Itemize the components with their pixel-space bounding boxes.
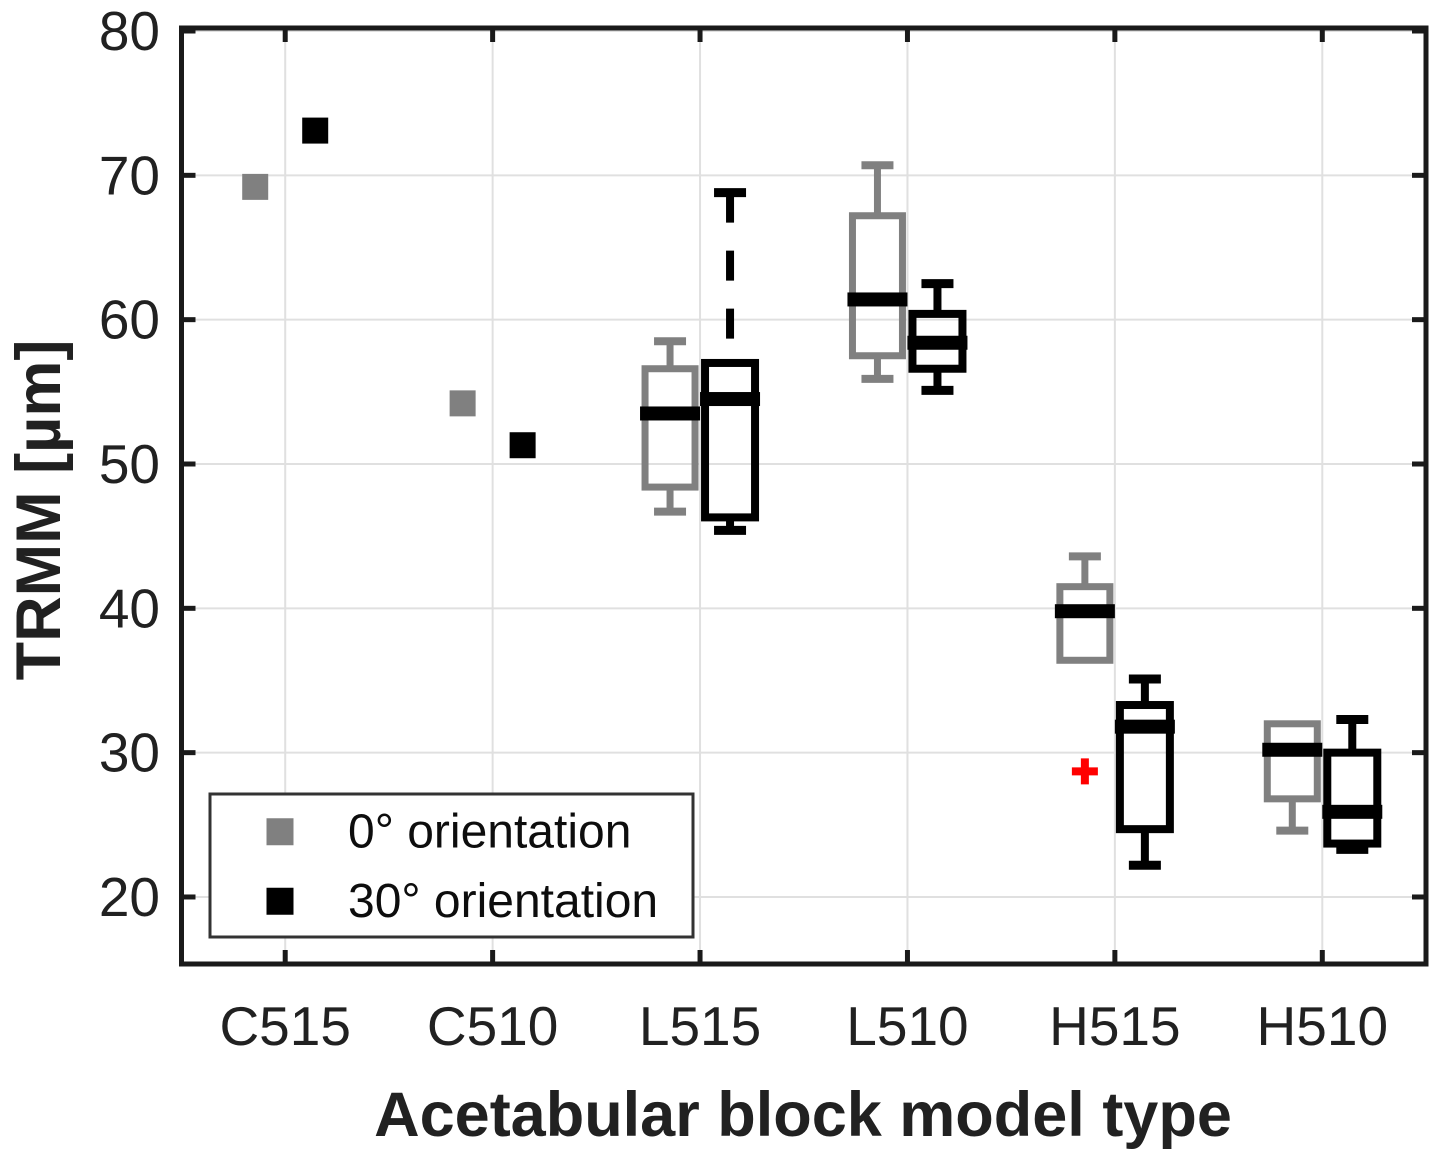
box-L510-0deg — [848, 212, 906, 360]
box-L515-0deg — [641, 365, 699, 491]
marker-C515-30deg — [302, 117, 329, 144]
marker-C515-0deg — [242, 173, 269, 200]
x-tick-label-L510: L510 — [846, 995, 968, 1057]
y-tick-label-50: 50 — [99, 433, 160, 495]
median-L515-0deg — [640, 406, 701, 421]
box-H515-0deg — [1056, 583, 1114, 664]
legend-marker-30deg — [266, 887, 294, 915]
series-30-orientation — [302, 117, 1383, 870]
y-tick-label-20: 20 — [99, 866, 160, 928]
box-H510-0deg — [1263, 720, 1321, 803]
y-tick-label-60: 60 — [99, 289, 160, 351]
median-L510-30deg — [907, 335, 968, 350]
x-tick-label-H515: H515 — [1049, 995, 1180, 1057]
median-L510-0deg — [847, 292, 908, 307]
plot-data — [242, 117, 1383, 870]
legend-marker-0deg — [266, 818, 294, 846]
median-H515-30deg — [1114, 719, 1175, 734]
median-L515-30deg — [700, 392, 761, 407]
axes — [179, 25, 1429, 967]
outlier-H515-0deg — [1071, 758, 1098, 785]
x-axis-title: Acetabular block model type — [374, 1080, 1232, 1150]
y-tick-label-80: 80 — [99, 0, 160, 62]
box-H515-30deg — [1115, 701, 1174, 834]
y-tick-label-30: 30 — [99, 722, 160, 784]
y-tick-label-70: 70 — [99, 144, 160, 206]
series-0-orientation — [242, 161, 1323, 835]
x-tick-label-C510: C510 — [427, 995, 558, 1057]
median-H510-30deg — [1322, 804, 1383, 819]
box-H510-30deg — [1323, 748, 1382, 848]
x-tick-label-L515: L515 — [639, 995, 761, 1057]
legend-label-0deg: 0° orientation — [348, 805, 631, 858]
marker-C510-30deg — [509, 432, 536, 459]
x-tick-label-H510: H510 — [1257, 995, 1388, 1057]
tick-labels: 20 30 40 50 60 70 80 C515 C510 L515 L510 H515 H510 — [99, 0, 1388, 1057]
median-H515-0deg — [1054, 604, 1115, 619]
legend: 0° orientation 30° orientation — [208, 792, 695, 939]
legend-label-30deg: 30° orientation — [348, 875, 658, 928]
plot-border — [179, 25, 1429, 967]
y-axis-title: TRMM [µm] — [4, 340, 74, 681]
marker-C510-0deg — [449, 390, 476, 417]
box-L515-30deg — [701, 358, 760, 522]
x-tick-label-C515: C515 — [219, 995, 350, 1057]
median-H510-0deg — [1262, 742, 1323, 757]
y-tick-label-40: 40 — [99, 577, 160, 639]
